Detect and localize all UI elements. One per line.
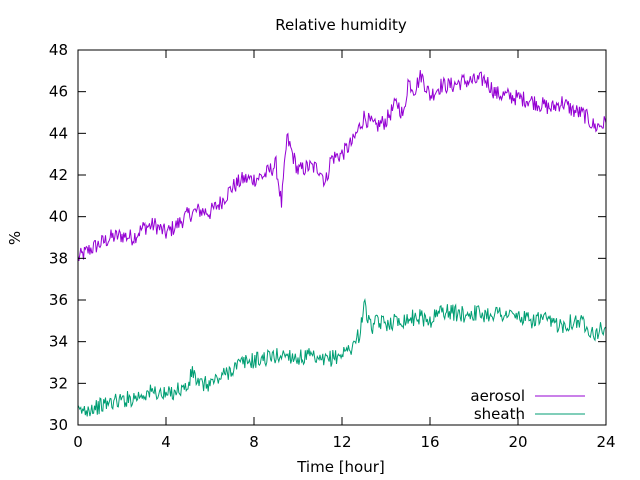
series-line-aerosol bbox=[77, 70, 607, 261]
y-tick-label: 42 bbox=[49, 166, 68, 184]
x-tick-label: 12 bbox=[332, 433, 351, 451]
x-axis-label: Time [hour] bbox=[296, 458, 385, 476]
y-tick-label: 34 bbox=[49, 333, 68, 351]
x-tick-label: 8 bbox=[249, 433, 259, 451]
plot-lines bbox=[77, 70, 607, 417]
x-tick-label: 4 bbox=[161, 433, 171, 451]
y-tick-label: 36 bbox=[49, 291, 68, 309]
x-tick-label: 0 bbox=[73, 433, 83, 451]
y-tick-label: 40 bbox=[49, 208, 68, 226]
x-tick-label: 24 bbox=[596, 433, 615, 451]
chart-title: Relative humidity bbox=[275, 16, 407, 34]
y-tick-label: 44 bbox=[49, 124, 68, 142]
y-tick-label: 46 bbox=[49, 83, 68, 101]
y-tick-label: 48 bbox=[49, 41, 68, 59]
x-tick-label: 16 bbox=[420, 433, 439, 451]
y-tick-label: 32 bbox=[49, 374, 68, 392]
series-line-sheath bbox=[77, 298, 607, 417]
x-tick-label: 20 bbox=[508, 433, 527, 451]
y-axis-label: % bbox=[6, 231, 24, 245]
y-tick-label: 30 bbox=[49, 416, 68, 434]
legend-label-aerosol: aerosol bbox=[470, 387, 525, 405]
y-tick-label: 38 bbox=[49, 249, 68, 267]
legend-label-sheath: sheath bbox=[474, 405, 525, 423]
